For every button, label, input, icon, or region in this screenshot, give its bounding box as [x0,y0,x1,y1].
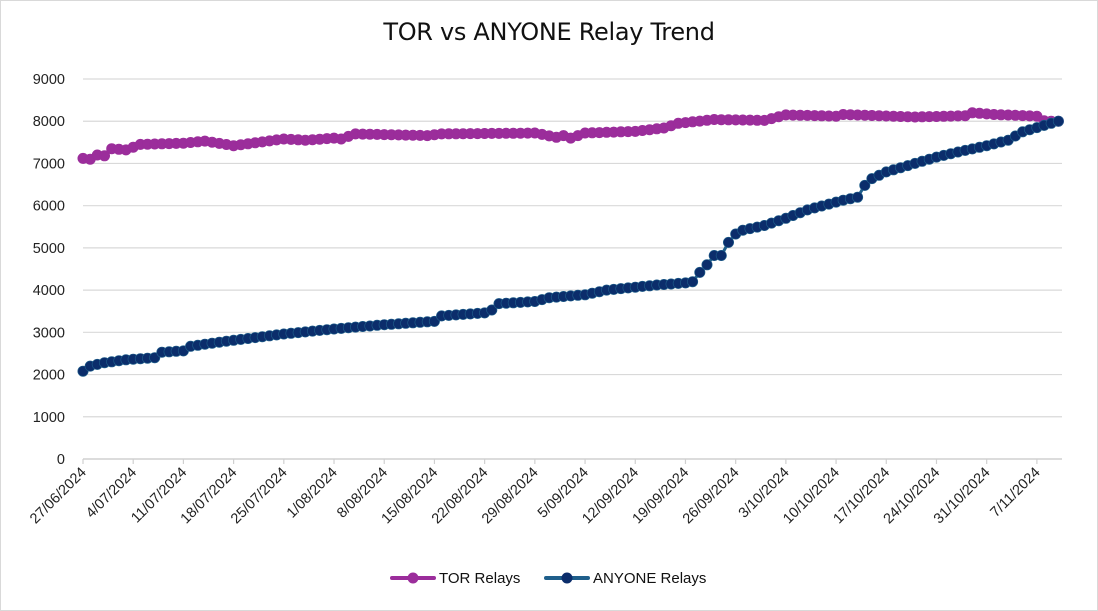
chart-title: TOR vs ANYONE Relay Trend [383,18,715,46]
data-point [722,236,734,248]
y-tick-label: 8000 [33,114,65,130]
x-tick-label: 7/11/2024 [988,465,1044,521]
y-tick-label: 1000 [33,410,65,426]
legend-marker-icon [561,572,573,584]
legend-label: TOR Relays [439,570,520,587]
legend-label: ANYONE Relays [593,570,706,587]
legend: TOR Relays ANYONE Relays [390,570,706,587]
x-tick-label: 1/08/2024 [284,465,341,522]
y-tick-label: 9000 [33,72,65,88]
y-tick-label: 2000 [33,368,65,384]
x-axis: 27/06/20244/07/202411/07/202418/07/20242… [27,459,1044,527]
y-tick-label: 4000 [33,283,65,299]
legend-item-tor-relays: TOR Relays [390,570,520,587]
data-point [486,304,498,316]
data-point [1052,115,1064,127]
data-point [99,150,111,162]
y-tick-label: 6000 [33,199,65,215]
series-layer [77,107,1064,377]
data-point [852,191,864,203]
gridlines [83,78,1062,460]
y-tick-label: 0 [57,452,65,468]
data-point [687,276,699,288]
data-point [694,266,706,278]
y-axis: 0 1000 2000 3000 4000 5000 6000 7000 8000 9000 [33,72,65,468]
y-tick-label: 7000 [33,156,65,172]
series-line [82,119,1059,373]
y-tick-label: 5000 [33,241,65,257]
legend-marker-icon [407,572,419,584]
data-point [715,250,727,262]
data-point [859,179,871,191]
x-tick-label: 27/06/2024 [27,465,90,528]
y-tick-label: 3000 [33,325,65,341]
series-anyone-relays [77,115,1064,377]
data-point [701,259,713,271]
legend-item-anyone-relays: ANYONE Relays [544,570,706,587]
series-tor-relays [77,107,1064,165]
